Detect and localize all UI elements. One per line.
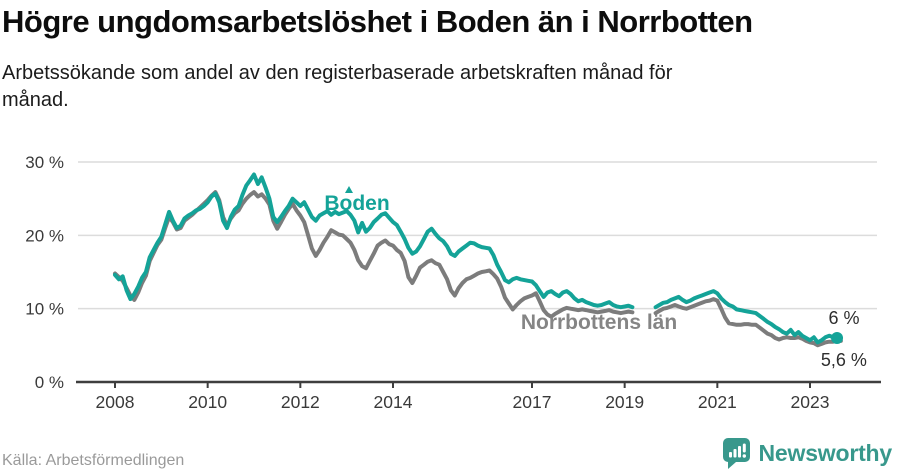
subtitle-line-2: månad. [2, 89, 69, 111]
x-axis-tick-label: 2012 [281, 392, 320, 412]
x-axis-tick-label: 2023 [791, 392, 830, 412]
x-axis-tick-label: 2017 [513, 392, 552, 412]
y-axis-tick-label: 20 % [25, 226, 64, 245]
line-chart: 30 % 20 % 10 % 0 % 2008 2010 2012 2014 2017 2019 2… [0, 140, 900, 432]
chart-svg: 30 % 20 % 10 % 0 % 2008 2010 2012 2014 2017 2019 2… [25, 153, 881, 412]
x-axis-tick-label: 2019 [605, 392, 644, 412]
end-value-label-norrbotten: 5,6 % [821, 350, 867, 370]
series-label-boden: Boden [324, 192, 389, 215]
subtitle-line-1: Arbetssökande som andel av den registerb… [2, 62, 673, 84]
chart-subtitle: Arbetssökande som andel av den registerb… [2, 60, 852, 114]
y-axis-tick-label: 10 % [25, 300, 64, 319]
x-axis-tick-label: 2010 [188, 392, 227, 412]
y-axis-tick-label: 0 % [35, 373, 64, 392]
x-axis-tick-label: 2014 [374, 392, 413, 412]
x-axis-tick-label: 2008 [96, 392, 135, 412]
newsworthy-logo: Newsworthy [722, 438, 893, 469]
boden-label-caret [345, 186, 353, 193]
series-label-norrbotten: Norrbottens län [521, 311, 677, 334]
end-value-label-boden: 6 % [829, 308, 860, 328]
series-line-boden [113, 172, 839, 345]
newsworthy-bubble-chart-icon [722, 438, 751, 469]
series-end-dot [831, 332, 844, 344]
x-axis-tick-label: 2021 [698, 392, 737, 412]
newsworthy-wordmark: Newsworthy [758, 440, 893, 466]
page-title: Högre ungdomsarbetslöshet i Boden än i N… [2, 4, 753, 39]
source-note: Källa: Arbetsförmedlingen [2, 452, 185, 469]
y-axis-tick-label: 30 % [25, 153, 64, 172]
